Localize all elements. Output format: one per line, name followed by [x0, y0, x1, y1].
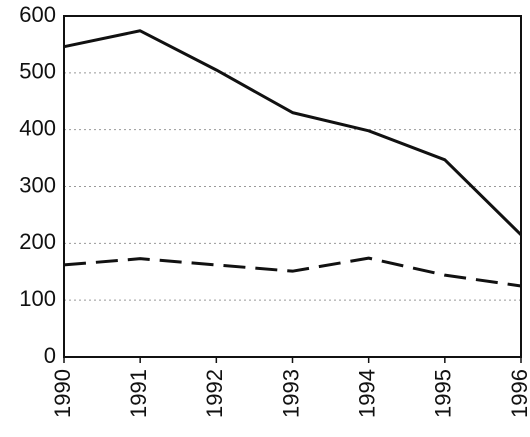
y-tick-label: 200: [19, 229, 56, 254]
y-tick-label: 100: [19, 286, 56, 311]
data-line: [63, 29, 523, 236]
x-tick-label: 1996: [507, 369, 530, 418]
x-tick-label: 1990: [50, 369, 75, 418]
x-tick-label: 1994: [354, 369, 379, 418]
y-tick-label: 0: [44, 343, 56, 368]
x-tick-label: 1995: [431, 369, 456, 418]
y-tick-label: 500: [19, 59, 56, 84]
y-tick-label: 300: [19, 172, 56, 197]
x-tick-label: 1992: [202, 369, 227, 418]
y-tick-label: 600: [19, 2, 56, 27]
plot-frame: [63, 15, 522, 358]
data-line: [63, 256, 522, 288]
x-tick-label: 1991: [126, 369, 151, 418]
y-tick-label: 400: [19, 115, 56, 140]
x-tick-label: 1993: [278, 369, 303, 418]
